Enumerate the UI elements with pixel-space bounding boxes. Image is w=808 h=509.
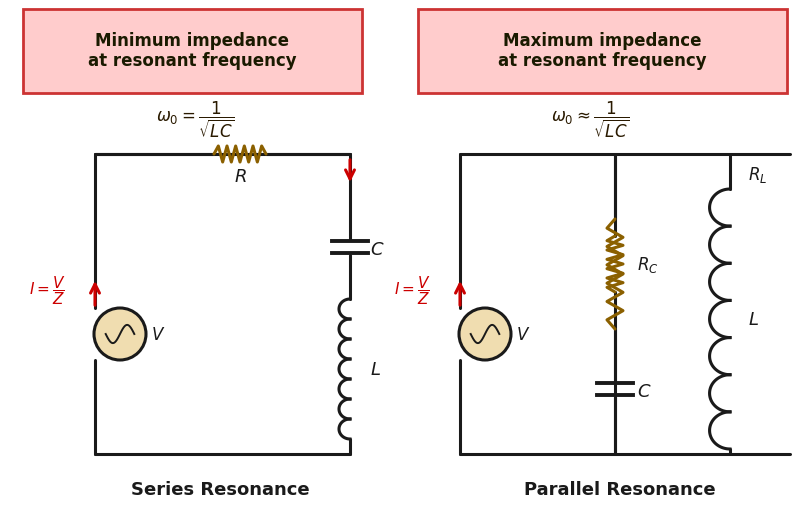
Text: Parallel Resonance: Parallel Resonance — [524, 480, 716, 498]
Text: $\boldsymbol{\omega_0} \approx \dfrac{1}{\sqrt{LC}}$: $\boldsymbol{\omega_0} \approx \dfrac{1}… — [550, 100, 629, 140]
Text: Maximum impedance
at resonant frequency: Maximum impedance at resonant frequency — [498, 32, 706, 70]
Text: $C$: $C$ — [370, 241, 385, 259]
Text: Series Resonance: Series Resonance — [131, 480, 309, 498]
FancyBboxPatch shape — [418, 10, 787, 94]
Text: $R$: $R$ — [234, 167, 246, 186]
Text: $I = \dfrac{V}{Z}$: $I = \dfrac{V}{Z}$ — [393, 274, 431, 307]
Text: $C$: $C$ — [637, 382, 651, 400]
Text: $R_L$: $R_L$ — [748, 165, 768, 185]
Text: $L$: $L$ — [370, 360, 381, 378]
FancyBboxPatch shape — [23, 10, 362, 94]
Text: $R_C$: $R_C$ — [637, 254, 659, 274]
Text: $I = \dfrac{V}{Z}$: $I = \dfrac{V}{Z}$ — [29, 274, 65, 307]
Text: $\boldsymbol{\omega_0} = \dfrac{1}{\sqrt{LC}}$: $\boldsymbol{\omega_0} = \dfrac{1}{\sqrt… — [156, 100, 234, 140]
Text: $L$: $L$ — [748, 310, 759, 328]
Circle shape — [94, 308, 146, 360]
Text: Minimum impedance
at resonant frequency: Minimum impedance at resonant frequency — [88, 32, 297, 70]
Text: $V$: $V$ — [516, 325, 530, 344]
Circle shape — [459, 308, 511, 360]
Text: $V$: $V$ — [151, 325, 166, 344]
